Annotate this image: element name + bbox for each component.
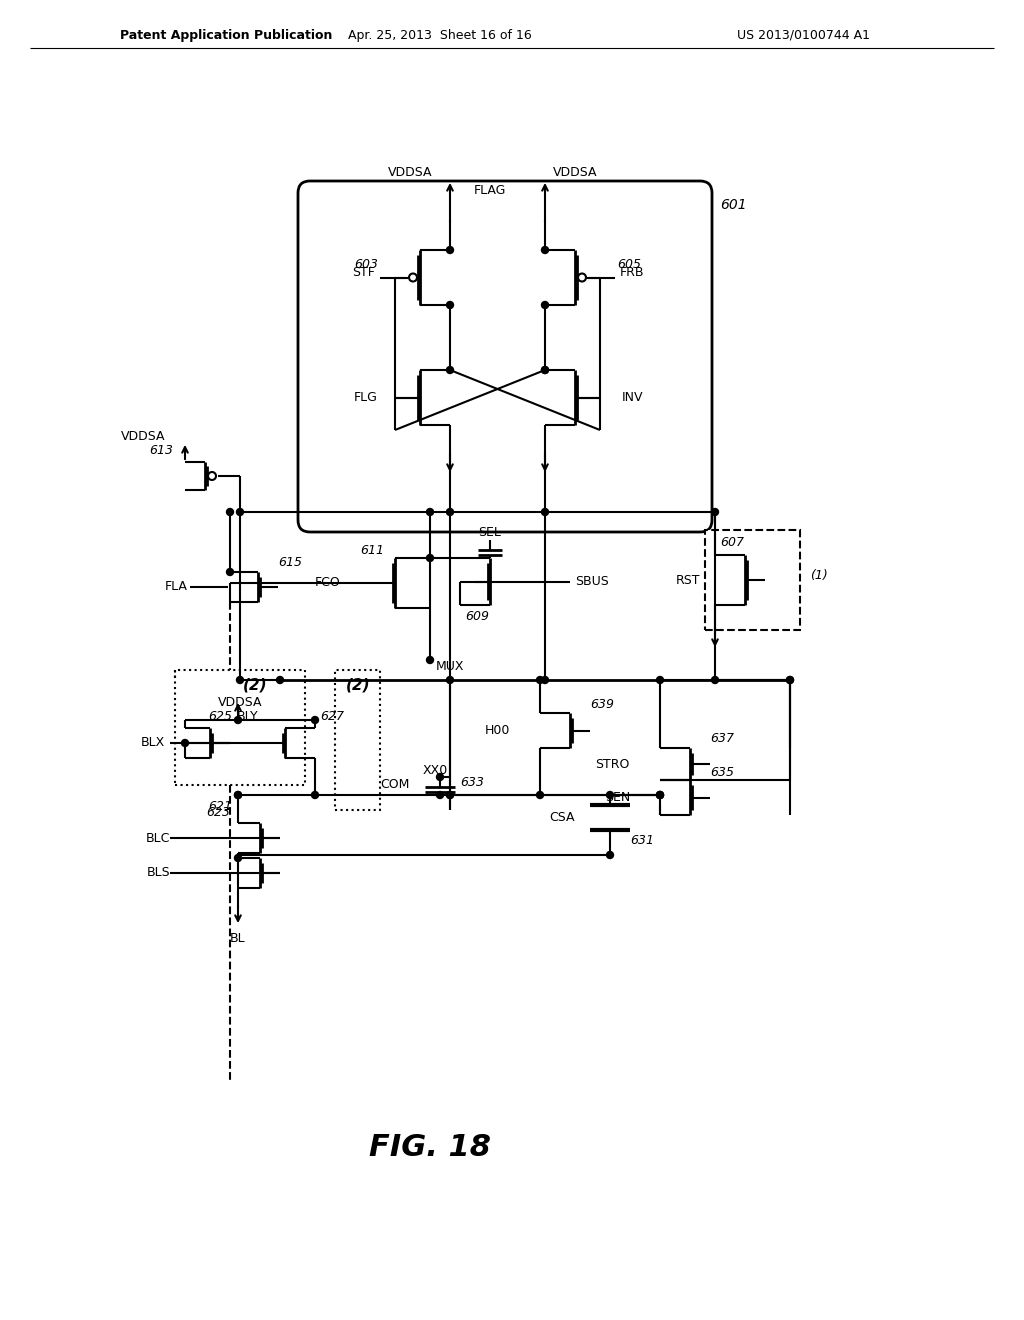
Circle shape — [226, 569, 233, 576]
Text: 633: 633 — [460, 776, 484, 789]
Circle shape — [542, 367, 549, 374]
Text: RST: RST — [676, 573, 700, 586]
Circle shape — [656, 792, 664, 799]
Text: BLC: BLC — [145, 832, 170, 845]
Circle shape — [311, 717, 318, 723]
Circle shape — [427, 508, 433, 516]
Text: SEN: SEN — [605, 791, 630, 804]
Circle shape — [712, 676, 719, 684]
Text: FRB: FRB — [620, 267, 644, 279]
Text: VDDSA: VDDSA — [553, 165, 597, 178]
Circle shape — [234, 792, 242, 799]
Text: 603: 603 — [354, 259, 378, 272]
Text: (2): (2) — [243, 677, 267, 693]
Circle shape — [446, 508, 454, 516]
Bar — [335, 671, 380, 810]
Text: (1): (1) — [810, 569, 827, 582]
Circle shape — [606, 851, 613, 858]
Text: VDDSA: VDDSA — [121, 429, 165, 442]
Circle shape — [786, 676, 794, 684]
Circle shape — [436, 792, 443, 799]
Text: MUX: MUX — [436, 660, 464, 672]
Circle shape — [656, 792, 664, 799]
Circle shape — [427, 656, 433, 664]
Circle shape — [537, 792, 544, 799]
Circle shape — [446, 367, 454, 374]
Text: BLS: BLS — [146, 866, 170, 879]
Circle shape — [237, 508, 244, 516]
Text: 625: 625 — [208, 710, 232, 722]
Text: 613: 613 — [150, 444, 173, 457]
Text: 623: 623 — [206, 807, 230, 820]
Circle shape — [446, 301, 454, 309]
Circle shape — [234, 792, 242, 799]
Circle shape — [786, 676, 794, 684]
Circle shape — [542, 367, 549, 374]
Text: STF: STF — [352, 267, 375, 279]
Text: CSA: CSA — [550, 810, 575, 824]
Text: 601: 601 — [720, 198, 746, 213]
Text: INV: INV — [622, 391, 643, 404]
Text: US 2013/0100744 A1: US 2013/0100744 A1 — [737, 29, 870, 41]
Circle shape — [446, 247, 454, 253]
Circle shape — [181, 739, 188, 747]
Circle shape — [234, 717, 242, 723]
Circle shape — [237, 676, 244, 684]
Text: 621: 621 — [208, 800, 232, 813]
Circle shape — [446, 676, 454, 684]
Text: VDDSA: VDDSA — [388, 165, 432, 178]
Text: XX0: XX0 — [422, 763, 447, 776]
Text: BL: BL — [230, 932, 246, 945]
Circle shape — [542, 508, 549, 516]
Text: 639: 639 — [590, 698, 614, 711]
Text: 631: 631 — [630, 833, 654, 846]
Circle shape — [234, 854, 242, 862]
Text: FIG. 18: FIG. 18 — [369, 1133, 490, 1162]
Circle shape — [427, 554, 433, 561]
Circle shape — [656, 676, 664, 684]
Text: 607: 607 — [720, 536, 744, 549]
Circle shape — [537, 676, 544, 684]
Text: Apr. 25, 2013  Sheet 16 of 16: Apr. 25, 2013 Sheet 16 of 16 — [348, 29, 531, 41]
Text: 635: 635 — [710, 766, 734, 779]
Text: Patent Application Publication: Patent Application Publication — [120, 29, 333, 41]
Circle shape — [311, 792, 318, 799]
Text: COM: COM — [380, 779, 410, 792]
Text: FLAG: FLAG — [474, 183, 506, 197]
Circle shape — [226, 508, 233, 516]
Bar — [175, 671, 305, 785]
Text: STRO: STRO — [596, 758, 630, 771]
Text: FLG: FLG — [354, 391, 378, 404]
Circle shape — [606, 792, 613, 799]
Circle shape — [436, 774, 443, 780]
FancyBboxPatch shape — [298, 181, 712, 532]
Text: SEL: SEL — [478, 527, 502, 540]
Text: VDDSA: VDDSA — [218, 696, 262, 709]
Circle shape — [542, 301, 549, 309]
Bar — [705, 531, 800, 630]
Text: 611: 611 — [360, 544, 384, 557]
Circle shape — [276, 676, 284, 684]
Text: BLX: BLX — [140, 737, 165, 750]
Text: 605: 605 — [617, 259, 641, 272]
Circle shape — [542, 247, 549, 253]
Text: BLY: BLY — [237, 710, 258, 722]
Text: H00: H00 — [484, 723, 510, 737]
Circle shape — [712, 508, 719, 516]
Text: 615: 615 — [278, 556, 302, 569]
Text: FCO: FCO — [314, 577, 340, 590]
Text: FLA: FLA — [165, 581, 188, 594]
Circle shape — [446, 792, 454, 799]
Text: 637: 637 — [710, 731, 734, 744]
Circle shape — [446, 792, 454, 799]
Text: 627: 627 — [319, 710, 344, 722]
Circle shape — [542, 676, 549, 684]
Text: (2): (2) — [346, 677, 371, 693]
Circle shape — [656, 792, 664, 799]
Text: 609: 609 — [465, 610, 489, 623]
Text: SBUS: SBUS — [575, 576, 608, 587]
